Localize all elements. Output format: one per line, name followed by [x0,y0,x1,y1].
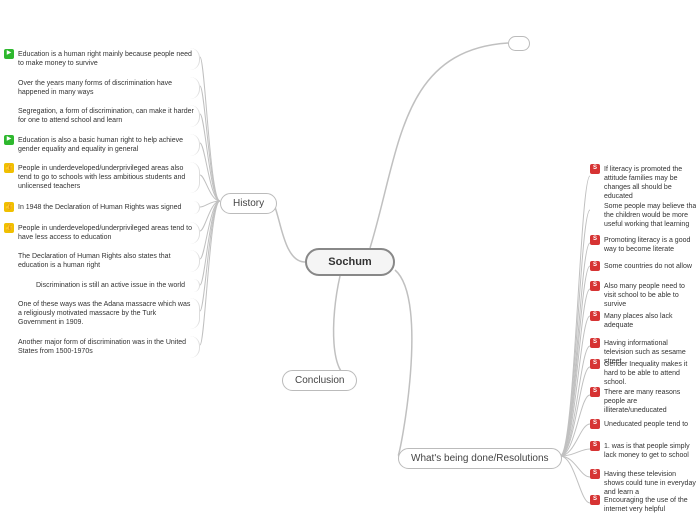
history-leaf[interactable]: Discrimination is still an active issue … [22,279,200,292]
sos-icon [590,281,600,291]
sos-icon [590,359,600,369]
resolution-leaf[interactable]: Some people may believe that the childre… [590,200,696,231]
sos-icon [590,235,600,245]
central-node[interactable]: Sochum [305,248,395,276]
sos-icon [590,164,600,174]
leaf-text: Some people may believe that the childre… [604,203,696,228]
resolution-leaf[interactable]: There are many reasons people are illite… [590,386,696,417]
branch-conclusion[interactable]: Conclusion [282,370,357,391]
resolution-leaf[interactable]: Many places also lack adequate [590,310,696,332]
history-leaf[interactable]: People in underdeveloped/underprivileged… [4,222,200,244]
leaf-text: Encouraging the use of the internet very… [604,497,688,513]
branch-history-label: History [233,198,264,209]
leaf-text: In 1948 the Declaration of Human Rights … [18,204,181,211]
history-leaf[interactable]: The Declaration of Human Rights also sta… [4,250,200,272]
branch-conclusion-label: Conclusion [295,375,344,386]
leaf-text: People in underdeveloped/underprivileged… [18,225,192,241]
branch-resolutions-label: What's being done/Resolutions [411,453,549,464]
sos-icon [590,469,600,479]
central-label: Sochum [328,256,371,268]
sos-icon [590,495,600,505]
leaf-text: Some countries do not allow [604,263,692,270]
history-leaf[interactable]: Education is a human right mainly becaus… [4,48,200,70]
flag-icon [4,49,14,59]
history-leaf[interactable]: Segregation, a form of discrimination, c… [4,105,200,127]
resolution-leaf[interactable]: Uneducated people tend to [590,418,696,431]
history-leaf[interactable]: People in underdeveloped/underprivileged… [4,162,200,193]
resolution-leaf[interactable]: 1. was is that people simply lack money … [590,440,696,462]
leaf-text: Promoting literacy is a good way to beco… [604,237,690,253]
leaf-text: Discrimination is still an active issue … [36,282,185,289]
leaf-text: People in underdeveloped/underprivileged… [18,165,185,190]
sos-icon [590,419,600,429]
history-leaf[interactable]: One of these ways was the Adana massacre… [4,298,200,329]
history-leaf[interactable]: Over the years many forms of discriminat… [4,77,200,99]
resolution-leaf[interactable]: If literacy is promoted the attitude fam… [590,163,696,203]
resolution-leaf[interactable]: Also many people need to visit school to… [590,280,696,311]
thumb-icon [4,202,14,212]
leaf-text: There are many reasons people are illite… [604,389,680,414]
sos-icon [590,387,600,397]
history-leaf[interactable]: Another major form of discrimination was… [4,336,200,358]
flag-icon [4,135,14,145]
leaf-text: Segregation, a form of discrimination, c… [18,108,194,124]
leaf-text: If literacy is promoted the attitude fam… [604,166,682,200]
leaf-text: Over the years many forms of discriminat… [18,80,172,96]
leaf-text: Education is a human right mainly becaus… [18,51,192,67]
sos-icon [590,261,600,271]
leaf-text: Also many people need to visit school to… [604,283,685,308]
resolution-leaf[interactable]: Promoting literacy is a good way to beco… [590,234,696,256]
thumb-icon [4,163,14,173]
leaf-text: Education is also a basic human right to… [18,137,183,153]
sos-icon [590,338,600,348]
history-leaf[interactable]: In 1948 the Declaration of Human Rights … [4,201,200,214]
empty-bubble[interactable] [508,36,530,51]
resolution-leaf[interactable]: Some countries do not allow [590,260,696,273]
leaf-text: One of these ways was the Adana massacre… [18,301,190,326]
leaf-text: Many places also lack adequate [604,313,672,329]
leaf-text: Another major form of discrimination was… [18,339,186,355]
leaf-text: Gender Inequality makes it hard to be ab… [604,361,687,386]
branch-resolutions[interactable]: What's being done/Resolutions [398,448,562,469]
sos-icon [590,311,600,321]
leaf-text: Uneducated people tend to [604,421,688,428]
resolution-leaf[interactable]: Gender Inequality makes it hard to be ab… [590,358,696,389]
thumb-icon [4,223,14,233]
resolution-leaf[interactable]: Encouraging the use of the internet very… [590,494,696,516]
sos-icon [590,441,600,451]
branch-history[interactable]: History [220,193,277,214]
leaf-text: The Declaration of Human Rights also sta… [18,253,171,269]
leaf-text: 1. was is that people simply lack money … [604,443,690,459]
leaf-text: Having these television shows could tune… [604,471,696,496]
history-leaf[interactable]: Education is also a basic human right to… [4,134,200,156]
